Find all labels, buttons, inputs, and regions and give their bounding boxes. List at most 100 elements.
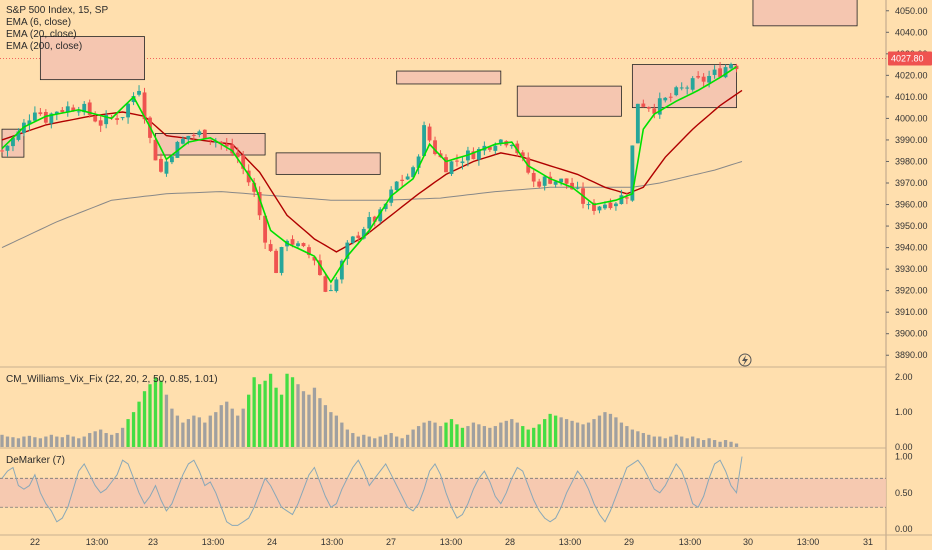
vix-bar — [164, 394, 169, 447]
vix-bar — [499, 422, 503, 447]
vix-bar — [153, 377, 158, 447]
vix-bar — [44, 436, 48, 447]
vix-bar — [279, 394, 284, 447]
vix-bar — [636, 431, 640, 447]
vix-bar — [247, 394, 251, 447]
legend-vix[interactable]: CM_Williams_Vix_Fix (22, 20, 2, 50, 0.85… — [6, 374, 218, 385]
candle-body — [537, 181, 542, 187]
candle-body — [65, 106, 70, 113]
candle-body — [542, 176, 547, 186]
vix-bar — [159, 380, 163, 447]
vix-bar — [241, 408, 245, 447]
candle-body — [570, 182, 574, 190]
vix-bar — [532, 427, 536, 447]
candle-body — [87, 102, 92, 115]
candle-body — [115, 118, 120, 120]
price-tick-label: 3900.00 — [895, 329, 928, 339]
legend-ema6[interactable]: EMA (6, close) — [6, 17, 72, 28]
vix-bar — [488, 427, 492, 447]
price-tick-label: 4050.00 — [895, 6, 928, 16]
candle-body — [707, 75, 712, 83]
demarker-line — [1, 456, 743, 526]
time-tick-label: 22 — [30, 537, 40, 547]
candle-body — [224, 143, 229, 147]
time-tick-label: 13:00 — [202, 537, 225, 547]
vix-bar — [208, 415, 212, 447]
lightning-icon — [738, 353, 752, 367]
vix-bar — [701, 440, 706, 447]
vix-bar — [422, 422, 426, 447]
vix-bar — [181, 422, 185, 447]
candle-body — [427, 126, 432, 141]
candle-body — [624, 197, 629, 199]
vix-bar — [290, 377, 295, 447]
ema20-line — [1, 89, 743, 253]
price-tick-label: 3910.00 — [895, 307, 928, 317]
candle-body — [279, 247, 284, 273]
price-tick-label: 3980.00 — [895, 156, 928, 166]
vix-bar — [82, 436, 86, 447]
candle-body — [197, 131, 202, 135]
vix-bar — [334, 415, 339, 447]
vix-bar — [109, 434, 114, 447]
price-tick-label: 3940.00 — [895, 243, 928, 253]
time-axis: 22 13:00 23 13:00 24 13:00 27 13:00 28 13:00 29 13:… — [30, 353, 873, 547]
candle-body — [509, 144, 514, 147]
candle-body — [383, 203, 388, 210]
zone-box-6 — [631, 64, 737, 109]
vix-bar — [630, 429, 635, 447]
vix-bar — [559, 417, 563, 447]
vix-bar — [444, 422, 448, 447]
vix-bar — [570, 420, 574, 447]
candle-body — [575, 187, 580, 189]
vix-bar — [586, 422, 591, 447]
candle-body — [131, 96, 136, 103]
vix-bar — [296, 384, 300, 447]
vix-bar — [22, 436, 26, 447]
price-tag-box — [888, 51, 932, 66]
vix-bar — [5, 436, 10, 447]
vix-bar — [170, 408, 174, 447]
vix-bar — [521, 426, 525, 447]
vix-bar — [493, 426, 497, 447]
candle-body — [548, 176, 553, 184]
vix-bar — [77, 438, 81, 447]
candle-body — [27, 120, 32, 125]
legend-ema20[interactable]: EMA (20, close) — [6, 29, 77, 40]
legend-ema200[interactable]: EMA (200, close) — [6, 41, 83, 52]
vix-bar — [16, 438, 21, 447]
vix-bar — [318, 398, 322, 447]
vix-bar — [416, 426, 421, 447]
time-tick-label: 13:00 — [440, 537, 463, 547]
vix-bar — [71, 436, 75, 447]
ema20-series — [1, 89, 743, 253]
candle-body — [422, 125, 426, 157]
demarker-tick-label: 1.00 — [895, 452, 913, 462]
price-tick-label: 3930.00 — [895, 264, 928, 274]
vix-bar — [433, 422, 437, 447]
supply-demand-zones — [1, 0, 858, 175]
candle-body — [307, 247, 311, 255]
legend-symbol[interactable]: S&P 500 Index, 15, SP — [6, 5, 109, 16]
price-tick-label: 3890.00 — [895, 350, 928, 360]
vix-tick-label: 0.00 — [895, 442, 913, 452]
zone-box-4 — [396, 70, 502, 85]
vix-bar — [225, 401, 229, 447]
candle-body — [323, 276, 328, 292]
lightning-icon-ring — [738, 353, 752, 367]
vix-bar — [685, 438, 689, 447]
candle-body — [668, 96, 673, 98]
candle-body — [559, 178, 564, 183]
vix-bar — [137, 401, 141, 447]
candle-body — [164, 161, 169, 174]
vix-bar — [214, 412, 218, 447]
legend-demarker[interactable]: DeMarker (7) — [6, 455, 65, 466]
vix-bar — [367, 436, 371, 447]
candle-body — [235, 152, 240, 158]
candle-body — [657, 98, 662, 115]
vix-bar — [592, 419, 596, 447]
vix-bar — [88, 433, 92, 447]
vix-bar — [411, 429, 415, 447]
vix-bar — [301, 391, 306, 447]
candle-body — [213, 141, 218, 143]
